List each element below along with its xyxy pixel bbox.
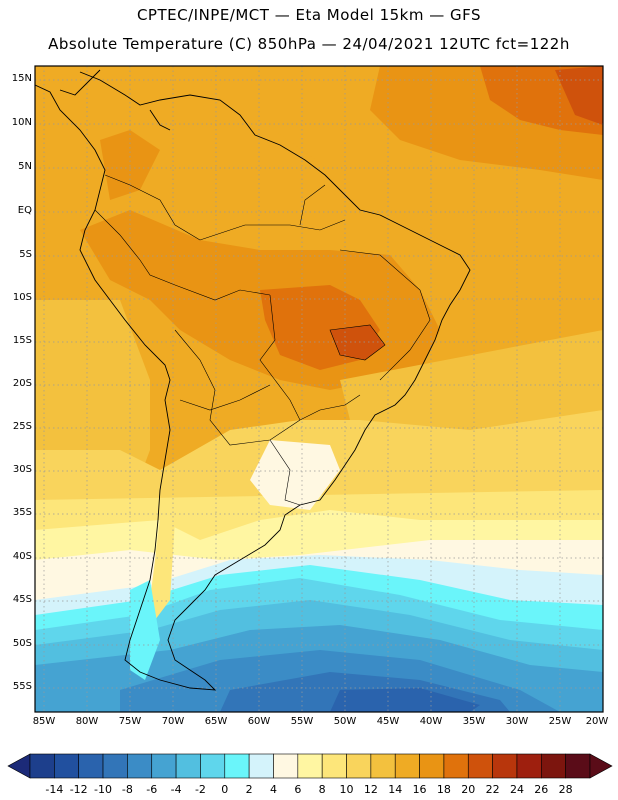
colorbar-swatch — [419, 753, 445, 779]
colorbar-tick-label: -4 — [170, 783, 182, 796]
lon-tick-label: 85W — [32, 716, 56, 727]
colorbar-tick-label: -12 — [69, 783, 88, 796]
colorbar-swatch — [565, 753, 591, 779]
colorbar-tick-label: 20 — [461, 783, 476, 796]
colorbar — [7, 753, 613, 779]
lat-tick-label: 55S — [12, 681, 32, 692]
lat-tick-label: 15N — [11, 73, 32, 84]
lon-tick-label: 35W — [462, 716, 486, 727]
colorbar-swatch — [54, 753, 79, 779]
lat-tick-label: 10S — [12, 292, 32, 303]
lat-tick-label: EQ — [17, 205, 32, 216]
lon-tick-label: 40W — [419, 716, 443, 727]
lat-tick-label: 30S — [12, 464, 32, 475]
colorbar-tick-label: -6 — [146, 783, 158, 796]
lat-tick-label: 5N — [18, 161, 32, 172]
colorbar-swatch — [151, 753, 177, 779]
colorbar-tick-label: 2 — [245, 783, 253, 796]
colorbar-tick-label: -8 — [121, 783, 133, 796]
coastline — [35, 69, 471, 691]
lat-tick-label: 25S — [12, 421, 32, 432]
colorbar-swatch — [102, 753, 128, 779]
colorbar-swatch — [370, 753, 396, 779]
colorbar-tick-label: 26 — [534, 783, 549, 796]
colorbar-tick-label: 4 — [269, 783, 277, 796]
map-frame — [34, 65, 604, 713]
lon-tick-label: 20W — [585, 716, 609, 727]
colorbar-swatch — [394, 753, 420, 779]
colorbar-swatch — [248, 753, 274, 779]
colorbar-swatch — [175, 753, 201, 779]
colorbar-tick-label: 6 — [294, 783, 302, 796]
colorbar-swatch — [78, 753, 104, 779]
colorbar-swatch — [127, 753, 153, 779]
colorbar-swatch — [321, 753, 347, 779]
lat-tick-label: 40S — [12, 551, 32, 562]
colorbar-tick-label: 14 — [388, 783, 403, 796]
graticule — [35, 66, 603, 712]
colorbar-tick-label: 18 — [436, 783, 451, 796]
lon-tick-label: 75W — [118, 716, 142, 727]
lon-tick-label: 80W — [75, 716, 99, 727]
lat-tick-label: 15S — [12, 335, 32, 346]
colorbar-tick-label: 0 — [221, 783, 229, 796]
colorbar-swatch — [224, 753, 250, 779]
colorbar-tick-label: 10 — [339, 783, 354, 796]
colorbar-over-arrow — [589, 753, 613, 779]
colorbar-tick-label: 24 — [509, 783, 524, 796]
lon-tick-label: 30W — [505, 716, 529, 727]
colorbar-swatch — [467, 753, 493, 779]
colorbar-tick-label: -14 — [45, 783, 64, 796]
colorbar-swatch — [492, 753, 518, 779]
lat-tick-label: 35S — [12, 507, 32, 518]
colorbar-swatch — [200, 753, 226, 779]
lon-tick-label: 65W — [204, 716, 228, 727]
lon-tick-label: 55W — [290, 716, 314, 727]
temperature-field — [35, 66, 603, 712]
chart-title-line1: CPTEC/INPE/MCT — Eta Model 15km — GFS — [136, 6, 482, 24]
colorbar-tick-label: 28 — [558, 783, 573, 796]
colorbar-swatch — [541, 753, 566, 779]
colorbar-swatch — [273, 753, 299, 779]
lon-tick-label: 60W — [247, 716, 271, 727]
colorbar-tick-label: -10 — [94, 783, 113, 796]
lat-tick-label: 20S — [12, 378, 32, 389]
lon-tick-label: 25W — [548, 716, 572, 727]
country-borders — [94, 174, 431, 506]
colorbar-tick-label: 8 — [318, 783, 326, 796]
colorbar-swatch — [346, 753, 372, 779]
colorbar-under-arrow — [7, 753, 31, 779]
colorbar-tick-label: -2 — [194, 783, 206, 796]
colorbar-tick-label: 12 — [363, 783, 378, 796]
lon-tick-label: 70W — [161, 716, 185, 727]
lat-tick-label: 50S — [12, 638, 32, 649]
lat-tick-label: 5S — [19, 249, 32, 260]
colorbar-tick-label: 16 — [412, 783, 427, 796]
colorbar-swatch — [516, 753, 542, 779]
lat-tick-label: 45S — [12, 594, 32, 605]
colorbar-swatch — [29, 753, 55, 779]
colorbar-swatch — [443, 753, 469, 779]
colorbar-tick-label: 22 — [485, 783, 500, 796]
lon-tick-label: 50W — [333, 716, 357, 727]
colorbar-swatch — [297, 753, 323, 779]
lon-tick-label: 45W — [376, 716, 400, 727]
chart-title-line2: Absolute Temperature (C) 850hPa — 24/04/… — [48, 35, 570, 53]
lat-tick-label: 10N — [11, 117, 32, 128]
